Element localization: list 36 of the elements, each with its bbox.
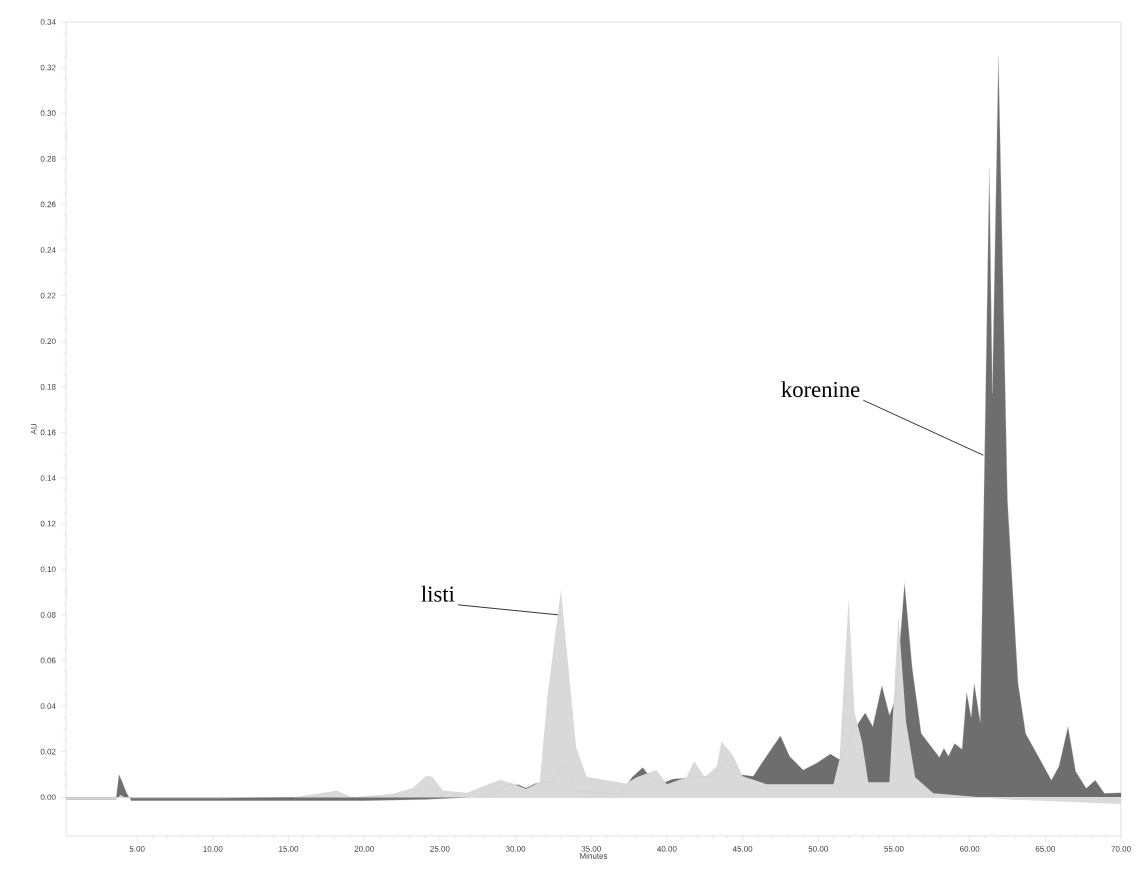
- y-tick-label: 0.18: [40, 383, 56, 390]
- x-tick-label: 40.00: [657, 846, 677, 852]
- y-tick-label: 0.28: [40, 155, 56, 162]
- x-tick-label: 10.00: [203, 846, 223, 852]
- x-tick-label: 25.00: [430, 846, 450, 852]
- y-tick-label: 0.04: [40, 703, 56, 709]
- y-tick-label: 0.32: [40, 64, 56, 71]
- y-tick-label: 0.12: [40, 520, 56, 527]
- y-tick-label: 0.02: [40, 748, 56, 755]
- y-tick-label: 0.00: [40, 794, 56, 801]
- y-tick-label: 0.30: [40, 110, 56, 117]
- x-tick-label: 5.00: [129, 846, 145, 852]
- y-tick-label: 0.20: [40, 338, 56, 345]
- y-axis-title: AU: [30, 424, 37, 435]
- y-tick-label: 0.16: [40, 429, 56, 436]
- x-tick-label: 45.00: [732, 846, 753, 852]
- y-tick-label: 0.34: [40, 19, 56, 25]
- x-tick-label: 70.00: [1111, 846, 1131, 852]
- y-tick-label: 0.24: [40, 247, 56, 253]
- x-tick-label: 55.00: [884, 846, 904, 852]
- annotation: listi: [421, 585, 455, 602]
- x-tick-label: 35.00: [581, 846, 601, 852]
- x-tick-label: 60.00: [960, 846, 980, 852]
- y-tick-label: 0.08: [40, 612, 56, 618]
- y-tick-label: 0.26: [40, 201, 56, 208]
- y-tick-label: 0.22: [40, 292, 56, 299]
- x-tick-label: 20.00: [354, 846, 374, 852]
- y-tick-label: 0.10: [40, 566, 56, 573]
- x-tick-label: 65.00: [1035, 846, 1056, 852]
- x-tick-label: 15.00: [279, 846, 299, 852]
- annotation: korenine: [781, 381, 860, 398]
- x-tick-label: 50.00: [808, 846, 828, 852]
- y-tick-label: 0.06: [40, 657, 56, 664]
- y-tick-label: 0.14: [40, 475, 56, 481]
- x-tick-label: 30.00: [505, 846, 526, 852]
- x-axis-title: Minutes: [580, 852, 608, 859]
